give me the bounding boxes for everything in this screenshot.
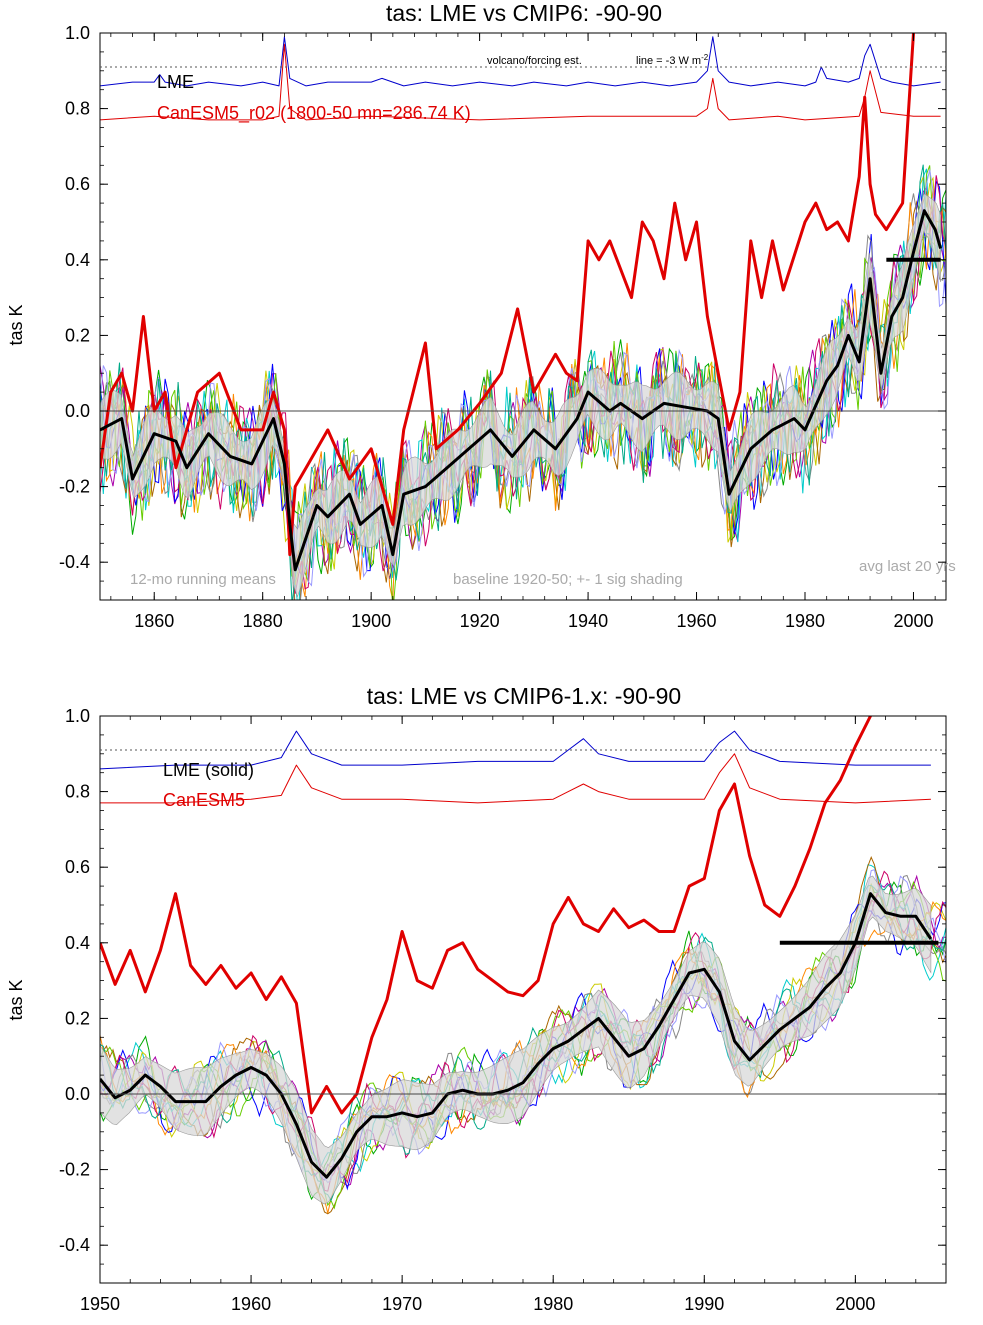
chart-title: tas: LME vs CMIP6-1.x: -90-90 bbox=[367, 683, 681, 709]
x-tick-label: 1900 bbox=[351, 611, 391, 631]
y-axis-label: tas K bbox=[6, 979, 26, 1020]
y-axis-label: tas K bbox=[6, 304, 26, 345]
member-line bbox=[100, 882, 946, 1202]
series-model bbox=[100, 33, 915, 557]
y-tick-label: -0.2 bbox=[59, 477, 90, 497]
x-tick-label: 1990 bbox=[684, 1294, 724, 1314]
y-tick-label: 0.0 bbox=[65, 1084, 90, 1104]
member-line bbox=[100, 855, 946, 1215]
series-index-red bbox=[100, 753, 931, 804]
x-tick-label: 1960 bbox=[231, 1294, 271, 1314]
y-tick-label: 0.8 bbox=[65, 99, 90, 119]
x-tick-label: 1980 bbox=[533, 1294, 573, 1314]
y-tick-label: 1.0 bbox=[65, 706, 90, 726]
panel-top: tas: LME vs CMIP6: -90-90 tas K -0.4 -0.2… bbox=[6, 0, 956, 631]
legend-entry-canesm5: CanESM5 bbox=[163, 790, 245, 810]
x-tick-label: 1940 bbox=[568, 611, 608, 631]
series-lines bbox=[100, 716, 933, 1179]
spread-shading bbox=[100, 193, 941, 598]
annotation-avg-last-20: avg last 20 yrs bbox=[859, 558, 956, 575]
annotation-line-sup: -2 bbox=[701, 53, 709, 62]
annotation-line: line = -3 W m-2 bbox=[636, 53, 709, 67]
legend-entry-canesm5: CanESM5_r02 (1800-50 mn=286.74 K) bbox=[157, 103, 471, 124]
panel-bottom: tas: LME vs CMIP6-1.x: -90-90 tas K -0.4… bbox=[6, 683, 947, 1314]
annotation-running-means: 12-mo running means bbox=[130, 571, 276, 588]
member-line bbox=[100, 883, 946, 1175]
legend-entry-lme: LME (solid) bbox=[163, 760, 254, 780]
member-line bbox=[100, 874, 946, 1187]
annotation-forcing: volcano/forcing est. bbox=[487, 55, 582, 67]
series-index-blue bbox=[100, 730, 931, 770]
x-tick-label: 2000 bbox=[835, 1294, 875, 1314]
series-mean bbox=[100, 209, 943, 572]
sigma-shading bbox=[100, 193, 941, 598]
y-tick-label: 0.6 bbox=[65, 174, 90, 194]
y-tick-label: 1.0 bbox=[65, 23, 90, 43]
annotation-baseline: baseline 1920-50; +- 1 sig shading bbox=[453, 571, 683, 588]
plot-area bbox=[100, 716, 946, 1215]
series-lines bbox=[100, 33, 943, 572]
y-tick-label: -0.4 bbox=[59, 552, 90, 572]
legend-entry-lme: LME bbox=[157, 72, 194, 92]
y-tick-label: 0.8 bbox=[65, 782, 90, 802]
series-index-red bbox=[100, 43, 941, 121]
x-tick-label: 1970 bbox=[382, 1294, 422, 1314]
sigma-shading bbox=[100, 875, 932, 1205]
chart-title: tas: LME vs CMIP6: -90-90 bbox=[386, 0, 662, 26]
plot-area bbox=[100, 33, 946, 600]
series-index-blue bbox=[100, 36, 941, 87]
member-line bbox=[100, 870, 946, 1192]
spread-shading bbox=[100, 875, 932, 1205]
x-tick-label: 1920 bbox=[460, 611, 500, 631]
y-tick-label: -0.4 bbox=[59, 1235, 90, 1255]
x-tick-label: 1960 bbox=[677, 611, 717, 631]
x-tick-label: 2000 bbox=[893, 611, 933, 631]
x-tick-label: 1860 bbox=[134, 611, 174, 631]
x-tick-label: 1880 bbox=[243, 611, 283, 631]
y-tick-label: -0.2 bbox=[59, 1160, 90, 1180]
series-mean bbox=[100, 892, 933, 1179]
y-tick-label: 0.2 bbox=[65, 325, 90, 345]
y-tick-label: 0.0 bbox=[65, 401, 90, 421]
y-tick-label: 0.6 bbox=[65, 857, 90, 877]
y-tick-label: 0.2 bbox=[65, 1008, 90, 1028]
x-tick-label: 1980 bbox=[785, 611, 825, 631]
y-tick-label: 0.4 bbox=[65, 933, 90, 953]
annotation-line-text: line = -3 W m bbox=[636, 55, 701, 67]
axes: -0.4 -0.2 0.0 0.2 0.4 0.6 0.8 1.0 1860 1880 1900 19… bbox=[59, 23, 947, 631]
x-tick-label: 1950 bbox=[80, 1294, 120, 1314]
member-line bbox=[100, 881, 946, 1201]
axes: -0.4 -0.2 0.0 0.2 0.4 0.6 0.8 1.0 1950 1960 1970 19… bbox=[59, 706, 947, 1314]
series-model bbox=[100, 716, 872, 1115]
ensemble-members bbox=[100, 855, 946, 1215]
y-tick-label: 0.4 bbox=[65, 250, 90, 270]
